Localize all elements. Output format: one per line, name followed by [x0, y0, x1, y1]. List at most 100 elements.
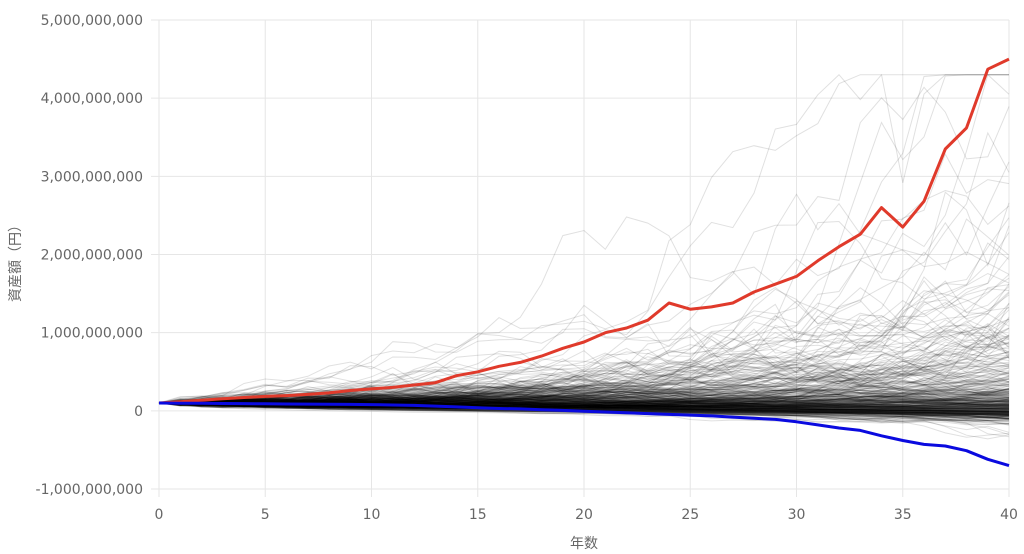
- simulation-path: [158, 394, 1010, 408]
- simulation-path: [158, 399, 1010, 407]
- simulation-path: [158, 193, 1010, 404]
- simulation-path: [158, 328, 1010, 406]
- simulation-path: [158, 397, 1010, 406]
- simulation-path: [158, 394, 1010, 408]
- simulation-path: [158, 388, 1010, 408]
- x-tick-label: 35: [894, 507, 912, 523]
- simulation-path: [158, 372, 1010, 406]
- simulation-path: [158, 397, 1010, 412]
- simulation-path: [158, 329, 1010, 404]
- simulation-path: [158, 370, 1010, 405]
- simulation-path: [158, 402, 1010, 422]
- grid-lines: [151, 19, 1010, 497]
- simulation-path: [158, 378, 1010, 404]
- simulation-path: [158, 391, 1010, 409]
- simulation-path: [158, 314, 1010, 404]
- simulation-path: [158, 402, 1010, 412]
- simulation-path: [158, 74, 1009, 404]
- y-tick-label: 0: [134, 404, 143, 420]
- simulation-path: [159, 388, 1010, 407]
- simulation-path: [158, 342, 1010, 404]
- simulation-path: [158, 394, 1010, 411]
- simulation-path: [158, 384, 1010, 406]
- simulation-path: [158, 374, 1010, 408]
- simulation-path: [158, 370, 1010, 404]
- simulation-path: [159, 368, 1010, 406]
- simulation-path: [158, 328, 1010, 404]
- simulation-path: [158, 399, 1010, 414]
- simulation-path: [158, 350, 1010, 404]
- simulation-path: [158, 397, 1010, 409]
- simulation-path: [158, 381, 1010, 407]
- simulation-path: [158, 397, 1010, 409]
- simulation-path: [158, 288, 1010, 404]
- simulation-path: [158, 402, 1010, 416]
- simulation-path: [158, 316, 1010, 404]
- simulation-path: [158, 388, 1010, 406]
- simulation-path: [158, 342, 1010, 404]
- simulation-path: [158, 358, 1010, 404]
- simulation-path: [158, 369, 1010, 405]
- simulation-path: [158, 374, 1010, 404]
- simulation-path: [158, 387, 1010, 405]
- simulation-path: [158, 350, 1010, 404]
- simulation-path: [158, 398, 1010, 415]
- simulation-path: [158, 386, 1010, 405]
- simulation-path: [158, 366, 1010, 405]
- simulation-path: [158, 402, 1010, 410]
- simulation-path: [159, 360, 1010, 404]
- simulation-path: [158, 336, 1010, 406]
- x-axis-title: 年数: [570, 536, 598, 552]
- simulation-path: [158, 290, 1010, 405]
- simulation-path: [158, 400, 1010, 414]
- simulation-path: [158, 397, 1010, 410]
- simulation-path: [158, 385, 1010, 405]
- simulation-path: [158, 396, 1010, 405]
- simulation-path: [158, 401, 1010, 417]
- simulation-path: [158, 368, 1010, 404]
- simulation-path: [158, 161, 1010, 404]
- simulation-path: [158, 399, 1010, 414]
- highlight-series: [158, 57, 1010, 468]
- x-tick-label: 30: [788, 507, 806, 523]
- simulation-path: [158, 400, 1010, 413]
- simulation-path: [158, 402, 1010, 425]
- simulation-path: [158, 336, 1010, 404]
- simulation-path: [158, 381, 1010, 404]
- simulation-path: [158, 361, 1010, 405]
- x-tick-label: 10: [363, 507, 381, 523]
- simulation-path: [158, 401, 1010, 417]
- x-tick-label: 5: [261, 507, 270, 523]
- simulation-path: [158, 392, 1010, 405]
- simulation-path: [158, 396, 1010, 412]
- simulation-path: [158, 402, 1010, 438]
- simulation-path: [158, 392, 1010, 410]
- simulation-path: [158, 318, 1010, 406]
- y-tick-labels: 5,000,000,000 4,000,000,000 3,000,000,000 2…: [36, 13, 143, 498]
- simulation-path: [158, 398, 1010, 408]
- simulation-path: [158, 401, 1010, 410]
- simulation-path: [158, 395, 1010, 408]
- simulation-path: [158, 396, 1010, 411]
- simulation-path: [158, 390, 1010, 414]
- simulation-path: [158, 355, 1010, 406]
- simulation-path: [158, 398, 1010, 412]
- simulation-path: [158, 327, 1010, 404]
- simulation-path: [158, 375, 1010, 406]
- simulation-path: [158, 395, 1010, 404]
- simulation-path: [158, 395, 1010, 408]
- simulation-path: [158, 383, 1010, 409]
- simulation-path: [158, 402, 1010, 409]
- simulation-path: [158, 396, 1010, 416]
- simulation-path: [158, 401, 1010, 411]
- simulation-path: [158, 377, 1010, 404]
- simulation-path: [158, 359, 1010, 406]
- simulation-path: [158, 393, 1010, 406]
- simulation-path: [158, 399, 1010, 416]
- simulation-path: [158, 395, 1010, 408]
- x-tick-label: 40: [1000, 507, 1018, 523]
- simulation-path: [158, 402, 1010, 421]
- simulation-path: [158, 374, 1010, 404]
- worst-case-series-line: [158, 401, 1010, 468]
